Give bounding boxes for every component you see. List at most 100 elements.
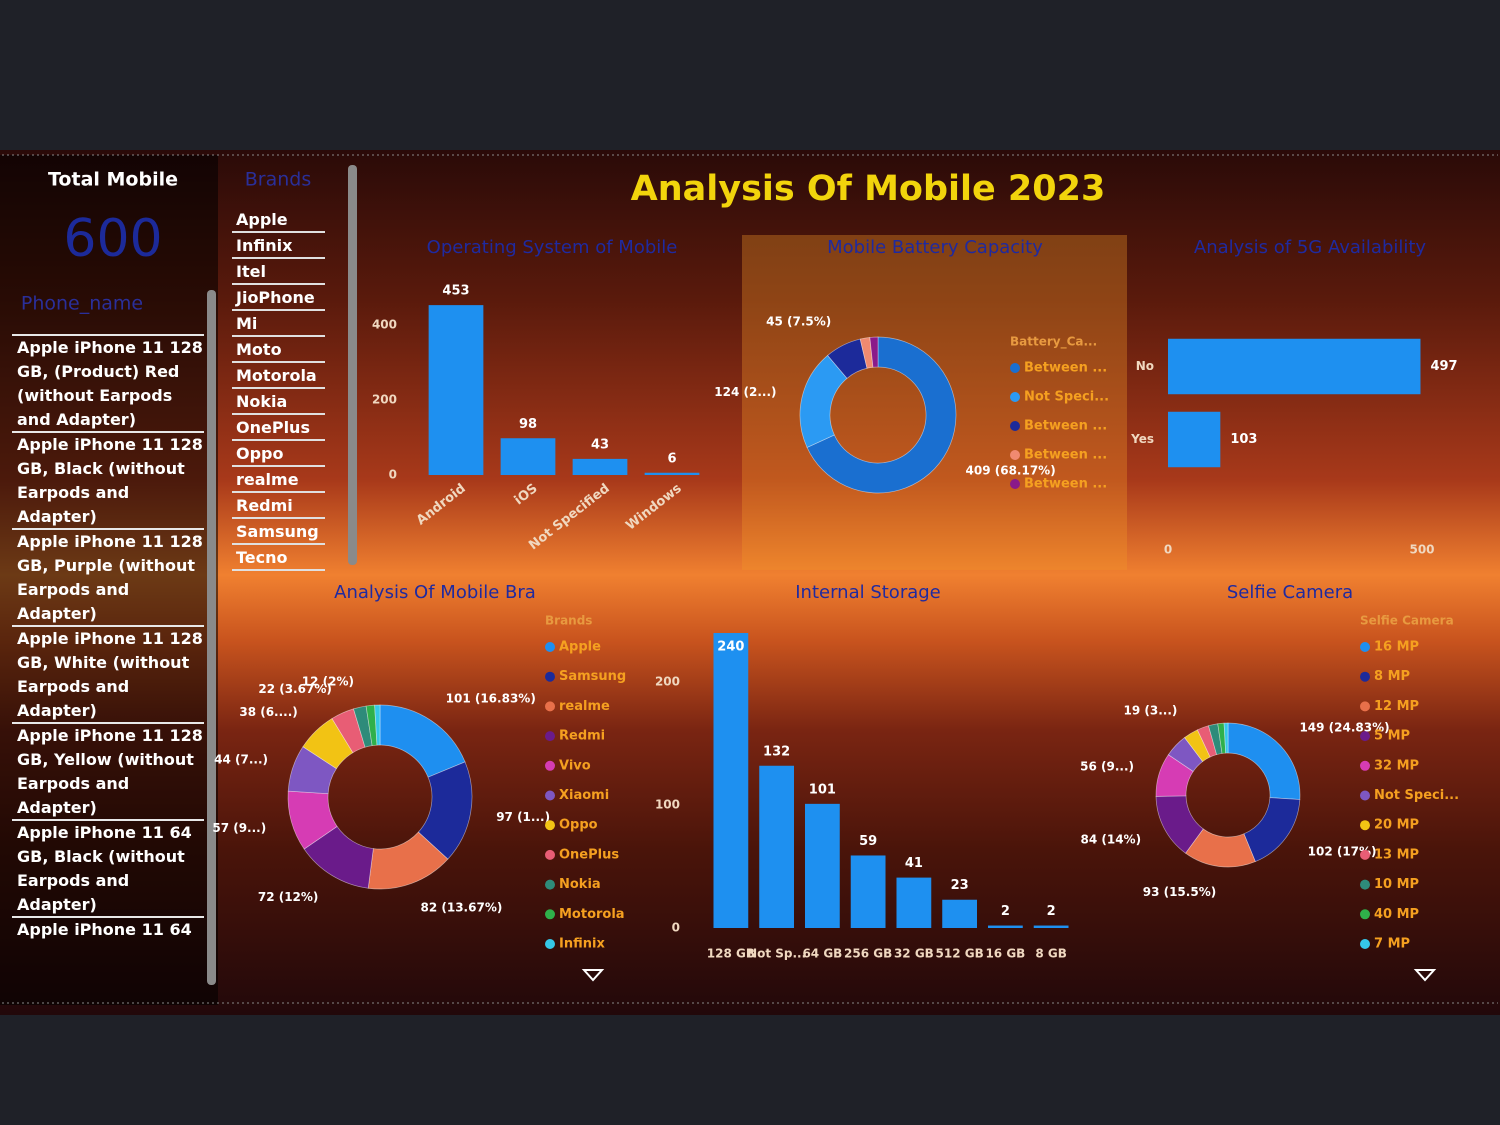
x-tick-label: 64 GB <box>802 947 842 961</box>
legend-label: Samsung <box>559 669 626 684</box>
brand-item[interactable]: Redmi <box>232 493 325 519</box>
dashboard-title: Analysis Of Mobile 2023 <box>631 169 1106 209</box>
data-label: 2 <box>1047 904 1056 919</box>
legend-label: Between ... <box>1024 477 1107 492</box>
bar <box>987 925 1023 928</box>
donut-slice <box>379 704 466 778</box>
data-label: 101 <box>809 782 836 797</box>
chart-title: Internal Storage <box>795 582 941 603</box>
phone-slicer: Apple iPhone 11 128 GB, (Product) Red (w… <box>12 334 204 944</box>
legend-marker <box>545 820 555 831</box>
data-label: 19 (3...) <box>1124 704 1178 718</box>
y-tick-label: 200 <box>655 675 680 689</box>
data-label: 98 <box>519 417 537 432</box>
legend-label: Xiaomi <box>559 788 609 803</box>
legend-marker <box>1010 479 1020 489</box>
chart-title: Selfie Camera <box>1227 582 1353 603</box>
brand-item[interactable]: Mi <box>232 311 325 337</box>
phone-item[interactable]: Apple iPhone 11 128 GB, Black (without E… <box>12 431 204 528</box>
x-tick-label: iOS <box>512 481 541 508</box>
left-panel <box>0 155 218 1005</box>
x-tick-label: 32 GB <box>894 947 934 961</box>
phone-item[interactable]: Apple iPhone 11 128 GB, White (without E… <box>12 625 204 722</box>
brand-item[interactable]: Apple <box>232 207 325 233</box>
scrollbar[interactable] <box>348 165 357 565</box>
legend-label: OnePlus <box>559 847 619 862</box>
legend-label: Redmi <box>559 729 605 744</box>
card-value: 600 <box>63 209 162 269</box>
legend-marker <box>1360 642 1370 652</box>
donut-slice <box>374 704 381 746</box>
data-label: 2 <box>1001 904 1010 919</box>
bar <box>428 305 484 475</box>
x-tick-label: 16 GB <box>985 947 1025 961</box>
legend-marker <box>545 731 555 742</box>
phone-item[interactable]: Apple iPhone 11 64 <box>12 916 204 944</box>
chart-title: Mobile Battery Capacity <box>827 237 1043 258</box>
y-tick-label: 100 <box>655 798 680 812</box>
legend-label: 40 MP <box>1374 907 1419 922</box>
legend-marker <box>1360 790 1370 801</box>
legend-marker <box>545 909 555 920</box>
legend-scroll[interactable] <box>1413 969 1437 982</box>
legend-marker <box>1360 731 1370 742</box>
data-label: 453 <box>442 284 469 299</box>
legend-label: 16 MP <box>1374 640 1419 655</box>
x-tick-label: Not Sp... <box>747 947 806 961</box>
brand-item[interactable]: Tecno <box>232 545 325 571</box>
legend-marker <box>545 939 555 949</box>
legend-marker <box>545 701 555 712</box>
bar <box>804 803 840 928</box>
data-label: 43 <box>591 437 609 452</box>
x-tick-label: 500 <box>1409 543 1434 557</box>
phone-item[interactable]: Apple iPhone 11 128 GB, Purple (without … <box>12 528 204 625</box>
legend-label: 8 MP <box>1374 669 1410 684</box>
legend-label: Between ... <box>1024 448 1107 463</box>
donut-slice <box>1223 722 1229 754</box>
phone-item[interactable]: Apple iPhone 11 64 GB, Black (without Ea… <box>12 819 204 916</box>
data-label: 97 (1...) <box>496 810 550 824</box>
legend-label: Oppo <box>559 818 598 833</box>
y-tick-label: Yes <box>1130 432 1154 446</box>
data-label: 132 <box>763 744 790 759</box>
brand-item[interactable]: Nokia <box>232 389 325 415</box>
legend-label: 13 MP <box>1374 847 1419 862</box>
data-label: 103 <box>1230 432 1257 447</box>
legend-title: Brands <box>545 614 592 628</box>
brand-item[interactable]: Samsung <box>232 519 325 545</box>
y-tick-label: 400 <box>372 318 397 332</box>
legend-title: Battery_Ca... <box>1010 335 1097 350</box>
brand-item[interactable]: Moto <box>232 337 325 363</box>
brand-item[interactable]: OnePlus <box>232 415 325 441</box>
data-label: 23 <box>951 878 969 893</box>
legend-marker <box>545 642 555 652</box>
bar <box>713 633 749 928</box>
brand-item[interactable]: Oppo <box>232 441 325 467</box>
legend-label: Infinix <box>559 937 605 952</box>
legend-scroll[interactable] <box>581 969 605 982</box>
legend-label: Nokia <box>559 877 601 892</box>
brand-item[interactable]: JioPhone <box>232 285 325 311</box>
data-label: 93 (15.5%) <box>1143 885 1216 899</box>
donut-slice <box>1227 722 1301 800</box>
background <box>0 150 1500 1015</box>
legend-label: 32 MP <box>1374 758 1419 773</box>
brand-item[interactable]: Infinix <box>232 233 325 259</box>
data-label: 12 (2%) <box>302 674 354 688</box>
data-label: 124 (2...) <box>714 385 776 399</box>
legend-marker <box>545 760 555 771</box>
legend-marker <box>545 790 555 801</box>
brand-item[interactable]: realme <box>232 467 325 493</box>
brand-item[interactable]: Motorola <box>232 363 325 389</box>
scrollbar[interactable] <box>207 290 216 985</box>
legend-label: 7 MP <box>1374 937 1410 952</box>
brand-item[interactable]: Itel <box>232 259 325 285</box>
legend-marker <box>1010 421 1020 431</box>
legend-marker <box>1360 671 1370 682</box>
y-tick-label: 0 <box>389 468 397 482</box>
phone-item[interactable]: Apple iPhone 11 128 GB, Yellow (without … <box>12 722 204 819</box>
phone-item[interactable]: Apple iPhone 11 128 GB, (Product) Red (w… <box>12 334 204 431</box>
legend-marker <box>1360 760 1370 771</box>
x-tick-label: Windows <box>623 481 684 534</box>
